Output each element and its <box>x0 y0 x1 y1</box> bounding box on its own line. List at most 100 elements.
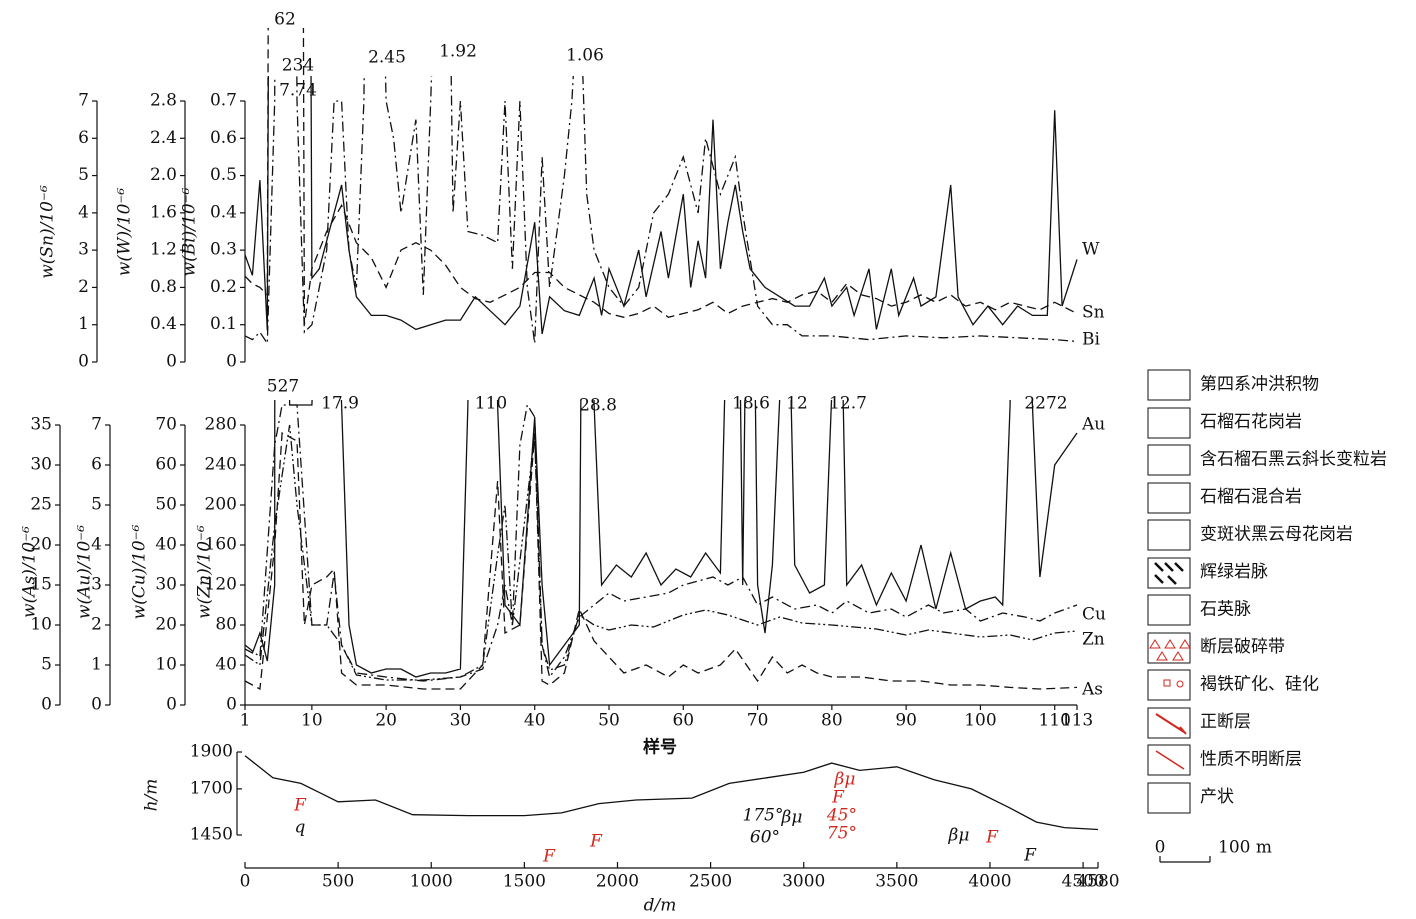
x-tick-label: 4580 <box>1076 872 1119 892</box>
x-tick-label: 3000 <box>782 872 825 892</box>
section-label: βμ <box>948 826 970 846</box>
peak-label: 18.6 <box>732 394 770 414</box>
y-tick-label: 15 <box>30 575 52 595</box>
y-tick-label: 160 <box>205 535 237 555</box>
y-tick-label: 4 <box>91 535 102 555</box>
y-tick-label: 1.6 <box>150 202 177 222</box>
x-tick-label: 50 <box>598 711 620 731</box>
y-tick-label: 30 <box>155 575 177 595</box>
section-label: 60° <box>750 828 780 848</box>
y-axis-label: w(Au)/10⁻⁶ <box>75 525 95 619</box>
section-label: βμ <box>834 770 856 790</box>
scale-bar <box>1159 856 1211 863</box>
x-tick-label: 0 <box>240 872 251 892</box>
y-tick-label: 2 <box>91 615 102 635</box>
x-tick-label: 100 <box>964 711 996 731</box>
y-axis-label: w(Bi)/10⁻⁶ <box>180 187 200 276</box>
y-tick-label: 0 <box>91 695 102 715</box>
legend-label: 正断层 <box>1200 712 1251 732</box>
section-label: 175° <box>743 806 784 826</box>
peak-label: 12 <box>786 394 808 414</box>
y-tick-label: 0 <box>78 352 89 372</box>
peak-label: 234 <box>282 56 314 76</box>
y-tick-label: 20 <box>30 535 52 555</box>
series-name: Sn <box>1082 303 1105 323</box>
y-tick-label: 30 <box>30 455 52 475</box>
y-tick-label: 0.8 <box>150 277 177 297</box>
legend-label: 变斑状黑云母花岗岩 <box>1200 525 1353 545</box>
legend-label: 产状 <box>1200 787 1234 807</box>
series-name: As <box>1081 680 1103 700</box>
series-line <box>244 76 1078 346</box>
y-axis-label: w(W)/10⁻⁶ <box>115 188 135 277</box>
y-tick-label: 0 <box>226 352 237 372</box>
section-label: F <box>985 828 999 848</box>
x-tick-label: 70 <box>747 711 769 731</box>
y-tick-label: 50 <box>155 495 177 515</box>
x-tick-label: 80 <box>821 711 843 731</box>
y-tick-label: 0.1 <box>210 314 237 334</box>
y-tick-label: 20 <box>155 615 177 635</box>
x-tick-label: 2000 <box>596 872 639 892</box>
x-tick-label: 20 <box>375 711 397 731</box>
y-tick-label: 35 <box>30 415 52 435</box>
series-line <box>244 403 1078 682</box>
peak-label: 2.45 <box>368 48 406 68</box>
series-line <box>244 424 1078 681</box>
x-tick-label: 1 <box>240 711 251 731</box>
y-tick-label: 40 <box>155 535 177 555</box>
terrain-profile <box>244 755 1099 831</box>
series-name: Cu <box>1082 605 1106 625</box>
y-tick-label: 3 <box>91 575 102 595</box>
y-tick-label: 280 <box>205 415 237 435</box>
x-axis-label: d/m <box>644 896 677 916</box>
scale-label: 100 m <box>1218 838 1272 858</box>
y-tick-label: 0.6 <box>210 128 237 148</box>
scale-label: 0 <box>1155 838 1166 858</box>
y-tick-label: 0.4 <box>150 314 177 334</box>
y-tick-label: 0 <box>41 695 52 715</box>
y-tick-label: 2.4 <box>150 128 177 148</box>
y-tick-label: 2.8 <box>150 91 177 111</box>
y-tick-label: 40 <box>215 655 237 675</box>
legend-icons <box>1147 369 1191 814</box>
section-label: F <box>831 788 845 808</box>
legend-label: 含石榴石黑云斜长变粒岩 <box>1200 450 1387 470</box>
y-tick-label: 120 <box>205 575 237 595</box>
y-tick-label: 6 <box>78 128 89 148</box>
series-name: W <box>1082 240 1100 260</box>
x-tick-label: 4000 <box>968 872 1011 892</box>
legend-label: 石榴石混合岩 <box>1200 487 1302 507</box>
x-tick-label: 110 <box>1038 711 1070 731</box>
y-tick-label: 25 <box>30 495 52 515</box>
series-name: Zn <box>1082 630 1105 650</box>
y-tick-label: 0 <box>166 695 177 715</box>
x-tick-label: 1000 <box>410 872 453 892</box>
y-axis-label: w(Zn)/10⁻⁶ <box>195 525 215 619</box>
peak-label: 12.7 <box>829 394 867 414</box>
y-tick-label: 5 <box>78 165 89 185</box>
x-tick-label: 113 <box>1061 711 1093 731</box>
legend-label: 石榴石花岗岩 <box>1200 412 1302 432</box>
legend-label: 性质不明断层 <box>1200 750 1302 770</box>
y-axis-label: h/m <box>142 779 162 812</box>
section-label: βμ <box>781 808 803 828</box>
y-tick-label: 0.3 <box>210 240 237 260</box>
section-label: 45° <box>826 806 857 826</box>
y-tick-label: 0.4 <box>210 202 237 222</box>
y-tick-label: 10 <box>155 655 177 675</box>
y-tick-label: 70 <box>155 415 177 435</box>
x-tick-label: 3500 <box>875 872 918 892</box>
y-tick-label: 3 <box>78 240 89 260</box>
series-line <box>244 400 1078 678</box>
x-tick-label: 2500 <box>689 872 732 892</box>
x-tick-label: 30 <box>450 711 472 731</box>
y-tick-label: 1 <box>91 655 102 675</box>
y-tick-label: 0 <box>226 695 237 715</box>
peak-label: 28.8 <box>579 396 617 416</box>
x-tick-label: 1500 <box>503 872 546 892</box>
x-tick-label: 90 <box>895 711 917 731</box>
x-tick-label: 60 <box>672 711 694 731</box>
section-label: F <box>1023 846 1037 866</box>
